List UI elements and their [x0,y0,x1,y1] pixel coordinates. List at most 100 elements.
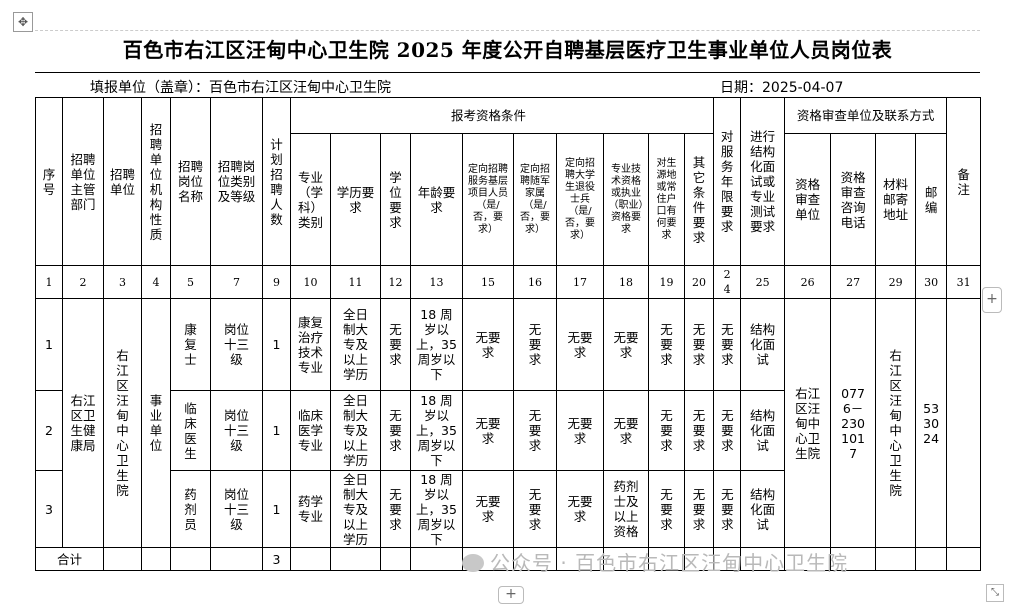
column-number: 25 [740,265,786,299]
column-number: 27 [830,265,877,299]
header-nature: 招聘单位机构性质 [141,97,171,266]
column-number: 31 [946,265,982,299]
c16-cell: 无要求 [513,390,557,471]
header-grade: 招聘岗位类别及等级 [210,97,263,266]
total-plan: 3 [262,547,291,571]
add-row-button[interactable]: + [498,586,524,604]
column-number: 19 [648,265,685,299]
interview-cell: 结构化面试 [740,298,786,391]
age-cell: 18 周岁以上，35 周岁以下 [410,470,463,548]
column-number-row: 1 2 3 4 5 7 9 10 11 12 13 15 16 17 18 19 20 24 25 26 27 29 30 3… [35,265,982,299]
c15-cell: 无要求 [462,470,514,548]
header-c18: 专业技术资格或执业（职业）资格要求 [603,133,649,266]
empty-cell [915,547,948,571]
header-seq: 序号 [35,97,63,266]
empty-cell [210,547,263,571]
c20-cell: 无要求 [683,470,715,548]
edu-cell: 全日制大专及以上学历 [330,470,381,548]
age-cell: 18 周岁以上，35 周岁以下 [410,390,463,471]
seq-cell: 2 [35,390,63,471]
empty-cell [410,547,463,571]
header-review-group: 资格审查单位及联系方式 [784,97,948,134]
phone-cell: 0776－2301017 [830,298,877,548]
column-number: 3 [103,265,142,299]
empty-cell [875,547,917,571]
column-number: 5 [170,265,211,299]
major-cell: 临床医学专业 [290,390,331,471]
column-number: 30 [915,265,948,299]
column-number: 18 [603,265,649,299]
total-label: 合计 [35,547,104,571]
major-cell: 康复治疗技术专业 [290,298,331,391]
c17-cell: 无要求 [556,390,604,471]
post-cell: 康复士 [170,298,211,391]
column-number: 16 [513,265,557,299]
column-number: 13 [410,265,463,299]
column-number: 7 [210,265,263,299]
empty-cell [103,547,142,571]
add-column-button[interactable]: + [982,287,1002,313]
empty-cell [513,547,557,571]
empty-cell [830,547,877,571]
review-unit-cell: 右江区汪甸中心卫生院 [784,298,832,548]
column-number: 20 [683,265,715,299]
header-c15: 定向招聘服务基层项目人员（是/否，要求） [462,133,514,266]
column-number: 15 [462,265,514,299]
degree-cell: 无要求 [380,470,411,548]
wechat-icon [462,554,484,572]
plan-cell: 1 [262,390,291,471]
page-border [35,30,980,571]
c18-cell: 药剂士及以上资格 [603,470,649,548]
c18-cell: 无要求 [603,390,649,471]
document-title: 百色市右江区汪甸中心卫生院 2025 年度公开自聘基层医疗卫生事业单位人员岗位表 [122,38,893,62]
empty-cell [290,547,331,571]
fill-unit: 填报单位（盖章）：百色市右江区汪甸中心卫生院 [90,80,391,96]
fill-info-row: 填报单位（盖章）：百色市右江区汪甸中心卫生院 日期：2025-04-07 [35,72,980,97]
fill-date: 日期：2025-04-07 [720,80,844,96]
table-row: 2 临床医生 岗位十三级 1 临床医学专业 全日制大专及以上学历 无要求 18 周岁以上，35… [35,390,981,471]
plan-cell: 1 [262,298,291,391]
header-interview: 进行结构化面试或专业测试要求 [740,97,786,266]
column-number: 9 [262,265,291,299]
column-number: 29 [875,265,917,299]
c17-cell: 无要求 [556,298,604,391]
c15-cell: 无要求 [462,390,514,471]
header-unit: 招聘单位 [103,97,142,266]
column-number: 2 [62,265,104,299]
grade-cell: 岗位十三级 [210,298,263,391]
c15-cell: 无要求 [462,298,514,391]
age-cell: 18 周岁以上，35 周岁以下 [410,298,463,391]
header-qual-group: 报考资格条件 [289,97,715,134]
c19-cell: 无要求 [648,390,685,471]
empty-cell [170,547,211,571]
c19-cell: 无要求 [648,470,685,548]
column-number: 1 [35,265,63,299]
position-table: 序号 招聘单位主管部门 招聘单位 招聘单位机构性质 招聘岗位名称 招聘岗位类别及… [35,97,982,571]
header-c19: 对生源地或常住户口有何要求 [648,133,685,266]
major-cell: 药学专业 [290,470,331,548]
edu-cell: 全日制大专及以上学历 [330,390,381,471]
resize-handle-icon[interactable]: ⤡ [986,584,1004,602]
table-move-handle-icon[interactable]: ✥ [13,12,33,32]
interview-cell: 结构化面试 [740,390,786,471]
empty-cell [740,547,786,571]
total-row: 合计 3 [35,547,982,571]
header-phone: 资格审查咨询电话 [830,133,877,266]
empty-cell [556,547,604,571]
column-number: 11 [330,265,381,299]
table-row: 1 右江区卫生健康局 右江区汪甸中心卫生院 事业单位 康复士 岗位十三级 1 康复治疗技术专业… [35,298,982,548]
header-plan: 计划招聘人数 [262,97,291,266]
seq-cell: 3 [35,470,63,548]
header-major: 专业（学科）类别 [290,133,331,266]
column-number: 26 [784,265,832,299]
service-cell: 无要求 [713,390,742,471]
degree-cell: 无要求 [380,390,411,471]
column-number: 4 [141,265,171,299]
grade-cell: 岗位十三级 [210,390,263,471]
post-cell: 临床医生 [170,390,211,471]
empty-cell [380,547,411,571]
remark-cell [946,298,982,548]
header-c20: 其它条件要求 [683,133,715,266]
watermark: 公众号 · 百色市右江区汪甸中心卫生院 [462,551,848,575]
column-number: 17 [556,265,604,299]
